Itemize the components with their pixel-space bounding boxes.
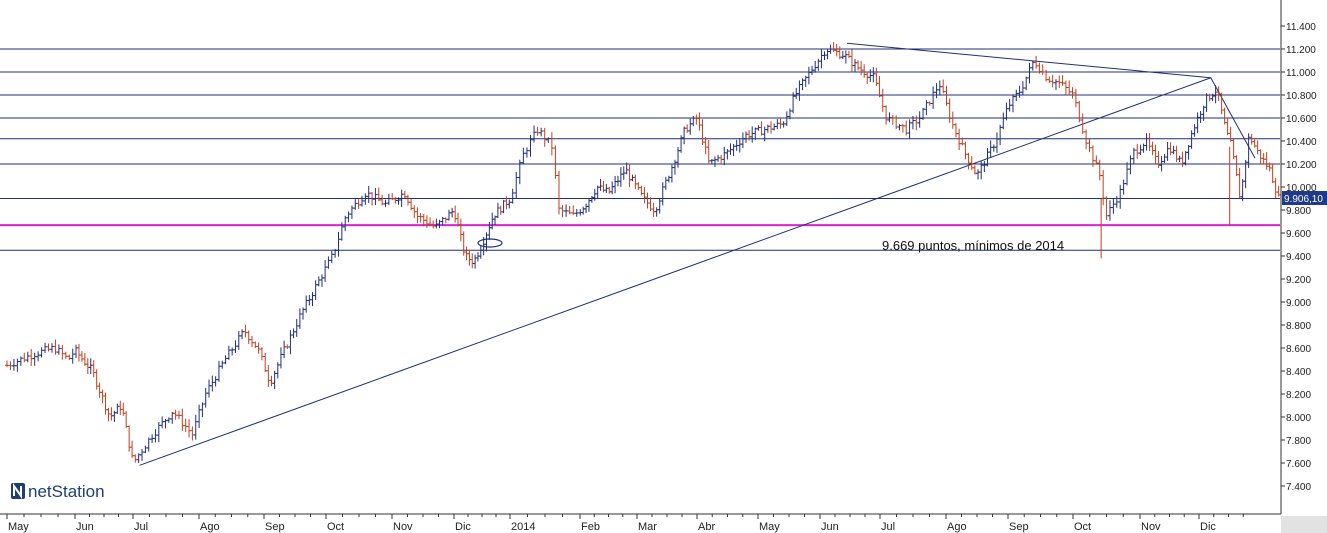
- axis-corner: [1281, 516, 1327, 533]
- y-tick-label: 7.600: [1286, 459, 1311, 470]
- netstation-logo: netStation: [11, 482, 105, 501]
- y-tick-label: 7.800: [1286, 436, 1311, 447]
- x-tick-label: Oct: [1074, 521, 1091, 533]
- price-bars: [5, 42, 1281, 464]
- x-tick-label: Abr: [698, 521, 715, 533]
- y-tick-label: 9.800: [1286, 206, 1311, 217]
- x-tick-label: Dic: [1200, 521, 1216, 533]
- annotations: 9.669 puntos, mínimos de 2014: [477, 238, 1064, 253]
- last-price-tag: 9.906,10: [1282, 191, 1327, 205]
- trendline-downtrend-top: [846, 42, 1211, 79]
- x-tick-label: Nov: [1141, 521, 1161, 533]
- y-tick-label: 8.000: [1286, 413, 1311, 424]
- y-tick-label: 9.600: [1286, 229, 1311, 240]
- y-tick-label: 10.800: [1286, 91, 1317, 102]
- x-tick-label: Mar: [638, 521, 657, 533]
- y-axis-background: [1281, 0, 1327, 533]
- x-tick-label: Oct: [327, 521, 344, 533]
- y-tick-label: 10.200: [1286, 160, 1317, 171]
- y-tick-label: 7.400: [1286, 482, 1311, 493]
- price-bar: [1276, 185, 1281, 197]
- netstation-logo-icon: [11, 482, 25, 500]
- x-tick-label: Ago: [947, 521, 967, 533]
- x-tick-label: Sep: [265, 521, 285, 533]
- x-tick-label: Jul: [134, 521, 148, 533]
- y-tick-label: 8.400: [1286, 367, 1311, 378]
- horizontal-levels: [0, 48, 1280, 251]
- y-tick-label: 9.000: [1286, 298, 1311, 309]
- x-tick-label: May: [8, 521, 29, 533]
- y-tick-label: 9.400: [1286, 252, 1311, 263]
- last-price-label: 9.906,10: [1284, 194, 1323, 205]
- y-tick-label: 8.800: [1286, 321, 1311, 332]
- y-tick-label: 10.400: [1286, 137, 1317, 148]
- y-tick-label: 10.600: [1286, 114, 1317, 125]
- netstation-logo-text: netStation: [28, 482, 105, 501]
- x-tick-label: Jun: [76, 521, 94, 533]
- y-tick-label: 8.200: [1286, 390, 1311, 401]
- x-tick-label: Jul: [881, 521, 895, 533]
- x-tick-label: Sep: [1009, 521, 1029, 533]
- y-tick-label: 11.400: [1286, 22, 1316, 33]
- minimum-ellipse-marker: [477, 238, 503, 248]
- y-tick-label: 9.200: [1286, 275, 1311, 286]
- x-tick-label: May: [759, 521, 780, 533]
- x-tick-label: Dic: [455, 521, 471, 533]
- annotation-minimum-text: 9.669 puntos, mínimos de 2014: [882, 238, 1064, 253]
- x-tick-label: Jun: [821, 521, 839, 533]
- y-tick-label: 8.600: [1286, 344, 1311, 355]
- y-tick-label: 11.000: [1286, 68, 1316, 79]
- x-tick-label: Ago: [200, 521, 220, 533]
- y-tick-label: 10.000: [1286, 183, 1317, 194]
- x-tick-label: 2014: [511, 521, 535, 533]
- last-price-tag-box: [1282, 191, 1327, 205]
- y-tick-label: 11.200: [1286, 45, 1316, 56]
- x-tick-label: Nov: [393, 521, 413, 533]
- trendline-uptrend: [139, 77, 1211, 466]
- x-tick-label: Feb: [581, 521, 600, 533]
